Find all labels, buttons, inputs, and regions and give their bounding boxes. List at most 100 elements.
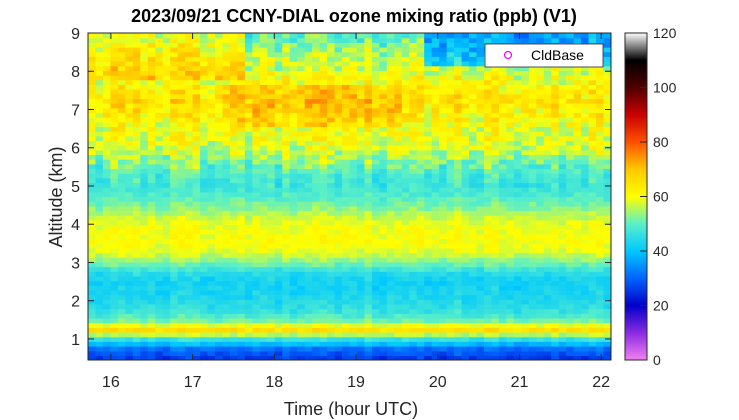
y-tick-label: 6	[71, 141, 80, 158]
heatmap-cell	[177, 42, 186, 48]
heatmap-cell	[282, 275, 291, 282]
heatmap-cell	[259, 98, 268, 104]
heatmap-cell	[506, 145, 515, 151]
heatmap-cell	[528, 280, 537, 286]
heatmap-cell	[386, 243, 395, 249]
heatmap-cell	[588, 257, 597, 263]
heatmap-cell	[342, 121, 351, 128]
heatmap-cell	[536, 238, 545, 244]
heatmap-cell	[117, 327, 126, 333]
heatmap-cell	[566, 331, 575, 338]
heatmap-cell	[207, 93, 216, 99]
heatmap-cell	[461, 285, 470, 291]
heatmap-cell	[439, 299, 448, 305]
heatmap-cell	[192, 191, 201, 198]
heatmap-cell	[454, 294, 463, 300]
heatmap-cell	[289, 247, 298, 254]
heatmap-cell	[170, 182, 179, 188]
heatmap-cell	[222, 84, 231, 90]
heatmap-cell	[215, 168, 224, 174]
heatmap-cell	[469, 131, 478, 137]
heatmap-cell	[513, 79, 522, 85]
heatmap-cell	[177, 103, 186, 109]
heatmap-cell	[110, 103, 119, 109]
heatmap-cell	[543, 103, 552, 109]
heatmap-cell	[513, 93, 522, 99]
heatmap-cell	[424, 112, 433, 118]
heatmap-cell	[289, 98, 298, 104]
heatmap-cell	[132, 107, 141, 114]
heatmap-cell	[551, 210, 560, 216]
heatmap-cell	[319, 299, 328, 305]
heatmap-cell	[215, 215, 224, 221]
heatmap-cell	[483, 294, 493, 300]
heatmap-cell	[461, 229, 470, 235]
heatmap-cell	[386, 285, 395, 291]
heatmap-cell	[95, 299, 104, 305]
heatmap-cell	[446, 271, 455, 277]
heatmap-cell	[409, 89, 418, 95]
heatmap-cell	[327, 215, 336, 221]
heatmap-cell	[483, 229, 493, 235]
heatmap-cell	[312, 168, 321, 174]
heatmap-cell	[170, 341, 179, 347]
heatmap-cell	[491, 257, 500, 263]
heatmap-cell	[200, 331, 209, 338]
heatmap-cell	[304, 317, 313, 324]
heatmap-cell	[170, 56, 179, 62]
heatmap-cell	[506, 154, 515, 160]
heatmap-cell	[207, 163, 216, 170]
heatmap-cell	[342, 289, 351, 296]
heatmap-cell	[252, 112, 261, 118]
heatmap-cell	[192, 327, 201, 333]
heatmap-cell	[304, 271, 313, 277]
heatmap-cell	[349, 107, 358, 114]
heatmap-cell	[207, 345, 216, 352]
heatmap-cell	[446, 191, 455, 198]
heatmap-cell	[319, 159, 328, 165]
heatmap-cell	[454, 275, 463, 282]
heatmap-cell	[424, 266, 433, 272]
heatmap-cell	[566, 261, 575, 268]
heatmap-cell	[192, 159, 201, 165]
heatmap-cell	[386, 233, 395, 240]
heatmap-cell	[439, 33, 448, 39]
heatmap-cell	[147, 89, 156, 95]
heatmap-cell	[371, 84, 380, 90]
heatmap-cell	[88, 37, 97, 43]
heatmap-cell	[371, 201, 380, 207]
heatmap-cell	[386, 140, 395, 146]
heatmap-cell	[349, 345, 358, 352]
heatmap-cell	[319, 252, 328, 258]
heatmap-cell	[88, 173, 97, 179]
heatmap-cell	[252, 65, 261, 71]
heatmap-cell	[394, 303, 403, 310]
heatmap-cell	[536, 345, 545, 352]
heatmap-cell	[506, 317, 515, 324]
heatmap-cell	[117, 191, 126, 198]
colorbar-tick-label: 80	[653, 134, 669, 150]
heatmap-cell	[394, 331, 403, 338]
heatmap-cell	[461, 61, 470, 67]
heatmap-cell	[88, 79, 97, 85]
heatmap-cell	[237, 322, 246, 328]
heatmap-cell	[386, 205, 395, 212]
heatmap-cell	[102, 308, 112, 314]
heatmap-cell	[185, 201, 194, 207]
heatmap-cell	[132, 191, 141, 198]
heatmap-cell	[581, 159, 590, 165]
heatmap-cell	[581, 285, 590, 291]
heatmap-cell	[401, 238, 410, 244]
heatmap-cell	[491, 331, 500, 338]
heatmap-cell	[379, 168, 388, 174]
heatmap-cell	[170, 257, 179, 263]
heatmap-cell	[558, 266, 567, 272]
heatmap-cell	[102, 243, 112, 249]
heatmap-cell	[319, 93, 328, 99]
heatmap-cell	[319, 33, 328, 39]
heatmap-cell	[558, 303, 567, 310]
heatmap-cell	[237, 177, 246, 184]
heatmap-cell	[88, 65, 97, 71]
heatmap-cell	[416, 355, 425, 360]
heatmap-cell	[513, 299, 522, 305]
